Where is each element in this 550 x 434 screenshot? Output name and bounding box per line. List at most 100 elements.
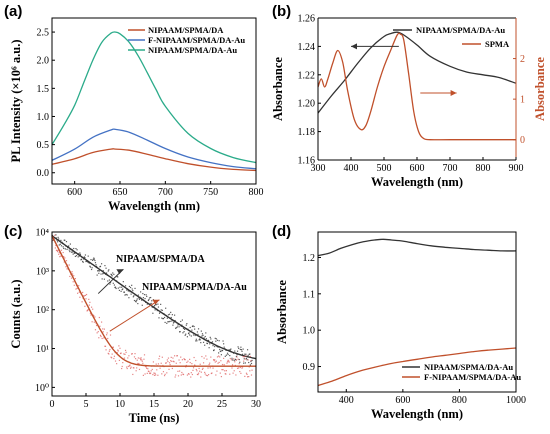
data-point xyxy=(159,367,161,369)
data-point xyxy=(136,299,138,301)
annotation-label: NIPAAM/SPMA/DA xyxy=(116,254,205,265)
data-point xyxy=(182,327,185,330)
data-point xyxy=(221,369,223,371)
data-point xyxy=(126,367,128,370)
data-point xyxy=(130,366,132,368)
data-point xyxy=(65,266,67,268)
fit-line-nipaam-spma-da xyxy=(51,235,257,360)
data-point xyxy=(249,353,251,355)
data-point xyxy=(204,344,206,346)
data-point xyxy=(243,358,245,360)
data-point xyxy=(58,244,60,246)
data-point xyxy=(51,239,54,241)
panel-b: (b) 300 400 500 600 700 800 900 1.16 1.18 1.20 1.2… xyxy=(271,3,547,189)
data-point xyxy=(82,260,84,263)
data-point xyxy=(74,255,77,258)
data-point xyxy=(161,373,163,375)
data-point xyxy=(199,338,201,340)
data-point xyxy=(56,251,59,253)
panel-a-ytick-label: 0.0 xyxy=(37,168,50,179)
data-point xyxy=(178,359,180,361)
data-point xyxy=(217,346,219,348)
data-point xyxy=(235,374,237,376)
data-point xyxy=(100,335,102,338)
data-point xyxy=(94,316,96,318)
data-point xyxy=(162,317,165,320)
data-point xyxy=(62,251,64,254)
data-point xyxy=(100,321,103,323)
panel-b-xtick-label: 600 xyxy=(410,163,425,174)
data-point xyxy=(77,256,79,258)
data-point xyxy=(73,275,75,277)
data-point xyxy=(144,297,146,300)
data-point xyxy=(85,298,87,300)
data-point xyxy=(72,253,74,255)
data-point xyxy=(94,259,96,262)
data-point xyxy=(94,329,97,331)
panel-a-ytick-label: 0.5 xyxy=(37,140,50,151)
data-point xyxy=(173,355,176,357)
data-point xyxy=(68,249,70,251)
data-point xyxy=(63,261,65,263)
data-point xyxy=(152,312,154,314)
data-point xyxy=(228,361,230,363)
data-point xyxy=(144,373,146,375)
data-point xyxy=(176,355,178,357)
panel-c-xtick-label: 20 xyxy=(183,399,193,410)
data-point xyxy=(240,372,242,374)
data-point xyxy=(117,350,119,352)
data-point xyxy=(188,373,190,375)
data-point xyxy=(169,320,171,322)
data-point xyxy=(126,366,128,368)
data-point xyxy=(200,342,202,344)
data-point xyxy=(84,257,86,259)
data-point xyxy=(226,352,229,354)
data-point xyxy=(62,246,64,248)
data-point xyxy=(141,304,143,306)
data-point xyxy=(236,356,238,358)
data-point xyxy=(87,261,89,263)
data-point xyxy=(229,354,231,357)
data-point xyxy=(142,362,144,364)
data-point xyxy=(171,367,173,370)
data-point xyxy=(147,299,149,302)
data-point xyxy=(223,343,225,345)
data-point xyxy=(166,359,168,361)
data-point xyxy=(170,356,172,358)
data-point xyxy=(215,340,217,342)
data-point xyxy=(108,269,110,271)
data-point xyxy=(157,303,159,305)
data-point xyxy=(249,364,251,366)
data-point xyxy=(202,341,205,343)
data-point xyxy=(68,264,70,266)
data-point xyxy=(179,331,181,333)
data-point xyxy=(127,365,129,368)
data-point xyxy=(233,370,235,372)
data-point xyxy=(174,376,176,378)
data-point xyxy=(202,367,204,369)
series-line-nipaam-spma-da-au xyxy=(317,238,517,257)
data-point xyxy=(234,350,236,352)
data-point xyxy=(192,369,194,371)
data-point xyxy=(227,353,229,356)
data-point xyxy=(225,354,228,356)
data-point xyxy=(247,354,249,356)
data-point xyxy=(239,361,241,363)
data-point xyxy=(213,359,215,362)
data-point xyxy=(166,317,168,319)
data-point xyxy=(201,355,203,358)
data-point xyxy=(92,314,94,316)
data-point xyxy=(207,367,209,369)
data-point xyxy=(177,375,180,377)
data-point xyxy=(113,355,116,357)
data-point xyxy=(128,365,131,367)
data-point xyxy=(218,340,220,342)
data-point xyxy=(79,296,81,298)
data-point xyxy=(224,355,226,357)
data-point xyxy=(134,353,136,355)
data-point xyxy=(93,257,95,259)
panel-a-xtick-label: 800 xyxy=(249,187,264,198)
data-point xyxy=(99,334,102,336)
data-point xyxy=(236,367,239,369)
data-point xyxy=(103,278,105,280)
